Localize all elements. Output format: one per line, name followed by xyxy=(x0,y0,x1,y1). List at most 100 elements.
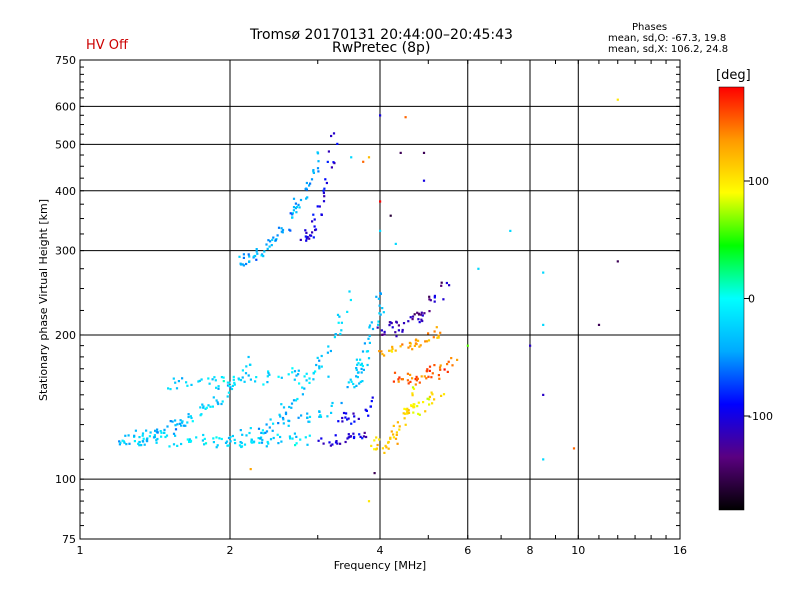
data-point xyxy=(420,313,423,316)
data-point xyxy=(394,242,397,245)
data-point xyxy=(241,433,244,436)
data-point xyxy=(384,444,387,447)
data-point xyxy=(320,365,323,368)
data-point xyxy=(289,229,292,232)
data-point xyxy=(143,443,146,446)
data-point xyxy=(398,428,401,431)
data-point xyxy=(332,161,335,164)
data-point xyxy=(344,440,347,444)
data-point xyxy=(368,341,371,344)
data-point xyxy=(268,245,271,248)
data-point xyxy=(160,431,163,434)
data-point xyxy=(401,328,404,332)
data-point xyxy=(392,433,395,436)
data-point xyxy=(437,336,440,339)
data-point xyxy=(277,442,280,445)
data-point xyxy=(145,439,148,442)
data-point xyxy=(308,237,311,240)
data-point xyxy=(225,440,229,443)
data-point xyxy=(323,195,326,198)
data-point xyxy=(245,262,248,266)
data-point xyxy=(313,225,316,228)
data-point xyxy=(425,377,428,380)
data-point xyxy=(348,290,351,293)
data-point xyxy=(312,236,315,239)
data-point xyxy=(381,333,384,336)
data-point xyxy=(325,181,328,185)
data-point xyxy=(403,407,406,410)
data-point xyxy=(199,414,202,417)
data-point xyxy=(224,441,228,444)
data-point xyxy=(163,431,166,434)
data-point xyxy=(295,435,298,438)
data-point xyxy=(186,438,189,441)
data-point xyxy=(339,442,342,445)
data-point xyxy=(404,412,407,415)
data-point xyxy=(294,202,297,205)
data-point xyxy=(417,318,420,321)
chart-subtitle: RwPretec (8p) xyxy=(332,40,431,56)
data-point xyxy=(362,368,365,371)
data-point xyxy=(290,406,293,409)
data-point xyxy=(128,442,131,445)
data-point xyxy=(409,345,412,348)
data-point xyxy=(360,362,363,365)
data-point xyxy=(400,378,403,381)
data-point xyxy=(204,407,207,410)
data-point xyxy=(394,349,397,352)
data-point xyxy=(202,433,205,437)
data-point xyxy=(373,439,376,442)
y-axis: 75 100 200 300 400 500 600 750 xyxy=(55,54,680,546)
data-point xyxy=(340,321,343,324)
data-point xyxy=(395,433,398,436)
data-point xyxy=(417,401,420,404)
data-point xyxy=(314,228,318,231)
data-point xyxy=(415,379,418,382)
data-point xyxy=(118,443,121,446)
data-point xyxy=(249,427,252,430)
data-point xyxy=(375,436,378,439)
data-point xyxy=(416,311,419,314)
data-point xyxy=(287,424,290,427)
data-point xyxy=(427,332,430,335)
x-tick-label: 2 xyxy=(227,544,234,557)
data-point xyxy=(312,371,315,374)
data-point xyxy=(266,375,269,378)
data-point xyxy=(389,214,392,217)
data-point xyxy=(322,189,325,192)
data-point xyxy=(295,374,298,377)
data-point xyxy=(431,393,434,396)
data-point xyxy=(379,229,382,232)
data-points xyxy=(118,98,619,503)
data-point xyxy=(430,376,433,379)
data-point xyxy=(428,310,431,313)
data-point xyxy=(365,435,368,439)
data-point xyxy=(411,377,414,380)
data-point xyxy=(415,375,418,378)
hv-status-label: HV Off xyxy=(86,38,128,53)
data-point xyxy=(383,354,386,357)
data-point xyxy=(258,441,261,444)
data-point xyxy=(255,250,258,253)
data-point xyxy=(168,445,171,448)
data-point xyxy=(312,170,315,173)
data-point xyxy=(305,237,308,240)
data-point xyxy=(229,436,232,439)
data-point xyxy=(266,247,269,250)
data-point xyxy=(364,408,367,411)
data-point xyxy=(397,378,400,381)
data-point xyxy=(125,443,128,446)
data-point xyxy=(138,441,141,444)
data-point xyxy=(390,430,393,433)
data-point xyxy=(294,399,298,402)
data-point xyxy=(410,404,413,407)
data-point xyxy=(231,434,234,438)
data-point xyxy=(435,326,438,329)
data-point xyxy=(154,429,157,432)
data-point xyxy=(359,380,362,383)
data-point xyxy=(276,433,279,436)
data-point xyxy=(256,252,259,255)
data-point xyxy=(330,411,333,414)
data-point xyxy=(451,364,454,367)
data-point xyxy=(259,437,262,440)
